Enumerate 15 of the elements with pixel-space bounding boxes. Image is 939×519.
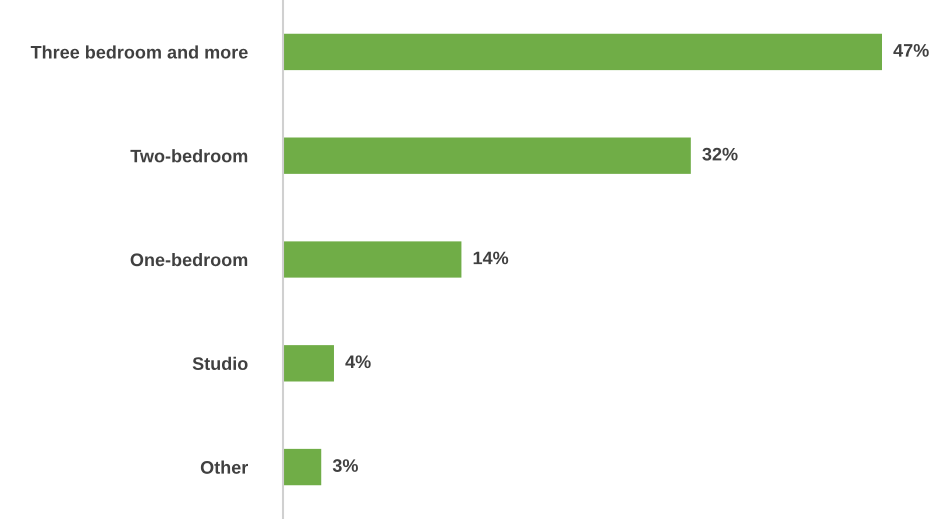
- bar: [283, 448, 322, 486]
- bar: [283, 345, 334, 382]
- y-tick-label: Two-bedroom: [130, 149, 248, 162]
- data-label: 3%: [332, 459, 358, 472]
- y-tick-label: Three bedroom and more: [30, 45, 248, 59]
- data-label: 47%: [893, 44, 929, 57]
- bar: [283, 34, 882, 70]
- y-tick-label: Other: [200, 460, 248, 474]
- bar: [283, 138, 691, 174]
- data-label: 32%: [702, 148, 738, 161]
- y-tick-label: One-bedroom: [130, 252, 248, 266]
- data-label: 14%: [474, 252, 508, 264]
- bar: [283, 241, 462, 278]
- data-label: 4%: [345, 355, 371, 368]
- y-tick-label: Studio: [192, 356, 248, 370]
